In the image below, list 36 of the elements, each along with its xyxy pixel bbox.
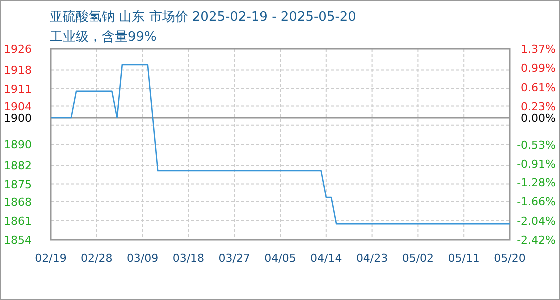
y-tick-label: 1926 bbox=[4, 43, 32, 56]
y2-tick-label: -0.91% bbox=[517, 158, 556, 171]
x-tick-label: 02/28 bbox=[81, 252, 113, 265]
x-tick-label: 05/20 bbox=[494, 252, 526, 265]
y2-tick-label: -1.28% bbox=[517, 176, 556, 190]
x-tick-label: 02/19 bbox=[35, 252, 67, 265]
y2-tick-label: 0.61% bbox=[521, 81, 556, 94]
y-tick-label: 1854 bbox=[4, 234, 32, 247]
chart-subtitle: 工业级，含量99% bbox=[50, 30, 157, 45]
y2-tick-label: -0.53% bbox=[517, 138, 556, 152]
line-series bbox=[50, 64, 511, 225]
y-tick-label: 1890 bbox=[4, 138, 32, 152]
y2-tick-label: -2.04% bbox=[517, 214, 556, 228]
x-tick-label: 05/11 bbox=[448, 252, 480, 265]
y2-tick-label: -1.66% bbox=[517, 196, 556, 209]
y2-tick-label: 0.23% bbox=[521, 100, 556, 114]
x-tick-label: 05/02 bbox=[402, 252, 434, 265]
x-tick-label: 04/14 bbox=[310, 252, 342, 265]
x-tick-label: 03/18 bbox=[172, 252, 205, 265]
y-tick-label: 1875 bbox=[4, 178, 32, 192]
y2-tick-label: -2.42% bbox=[517, 234, 556, 247]
y2-tick-label: 0.00% bbox=[521, 112, 556, 126]
y-tick-label: 1882 bbox=[4, 160, 32, 173]
chart-title: 亚硫酸氢钠 山东 市场价 2025-02-19 - 2025-05-20 bbox=[50, 10, 356, 25]
y-tick-label: 1868 bbox=[4, 196, 32, 209]
y-tick-label: 1861 bbox=[4, 214, 32, 228]
ref-line-label: 1900 bbox=[4, 112, 32, 125]
y-tick-label: 1911 bbox=[4, 82, 32, 96]
y2-tick-label: 0.99% bbox=[521, 62, 556, 76]
x-tick-label: 03/27 bbox=[218, 252, 250, 265]
x-tick-label: 03/09 bbox=[126, 252, 159, 265]
y2-tick-label: 1.37% bbox=[521, 43, 556, 56]
x-tick-label: 04/05 bbox=[264, 252, 296, 265]
y-tick-label: 1918 bbox=[4, 64, 32, 78]
x-tick-label: 04/23 bbox=[356, 252, 388, 265]
y-tick-label: 1904 bbox=[4, 100, 32, 114]
